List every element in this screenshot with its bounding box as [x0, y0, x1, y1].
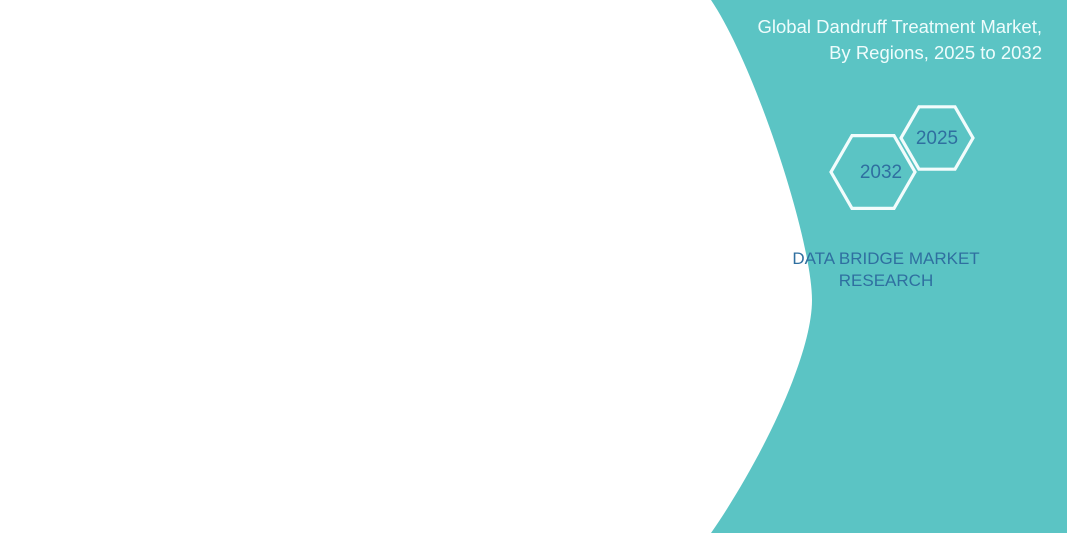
- svg-text:2025: 2025: [916, 128, 958, 149]
- svg-text:2032: 2032: [860, 162, 902, 183]
